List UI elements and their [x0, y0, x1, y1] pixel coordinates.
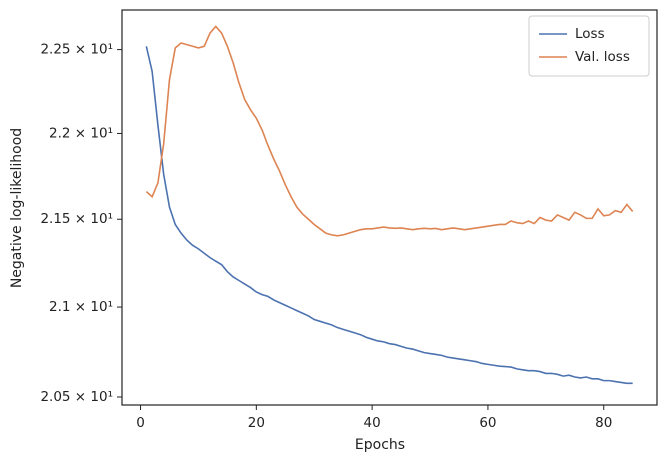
- y-tick-label: 2.2 × 10¹: [49, 125, 113, 141]
- y-tick-label: 2.25 × 10¹: [40, 42, 113, 58]
- legend-label: Val. loss: [575, 49, 630, 65]
- x-tick-label: 0: [136, 415, 145, 431]
- y-tick-label: 2.05 × 10¹: [40, 389, 113, 405]
- x-axis-label: Epochs: [355, 437, 405, 453]
- y-axis-label: Negative log-likelihood: [9, 128, 25, 288]
- line-series: [145, 25, 634, 237]
- x-tick-label: 40: [364, 415, 381, 431]
- y-tick-label: 2.1 × 10¹: [49, 299, 113, 315]
- line-series: [145, 46, 633, 385]
- x-tick-label: 80: [595, 415, 612, 431]
- x-tick-label: 60: [479, 415, 496, 431]
- y-tick-label: 2.15 × 10¹: [40, 211, 113, 227]
- x-tick-label: 20: [248, 415, 265, 431]
- legend-label: Loss: [575, 26, 605, 42]
- legend-box: [528, 15, 650, 77]
- plot-frame: [121, 9, 658, 406]
